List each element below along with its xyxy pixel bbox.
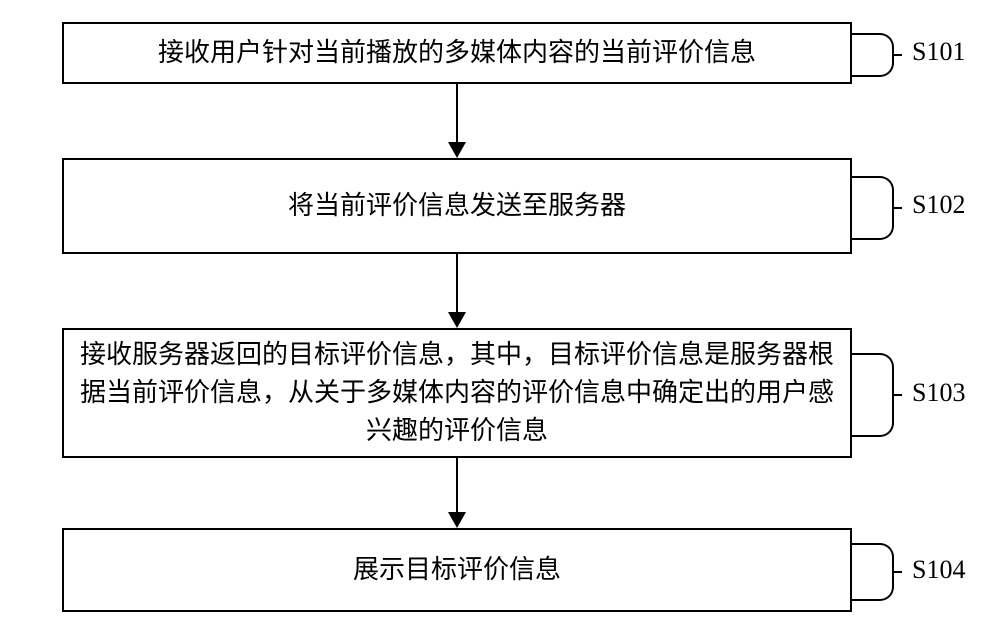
flow-step-text-s103: 接收服务器返回的目标评价信息，其中，目标评价信息是服务器根据当前评价信息，从关于… <box>78 336 836 449</box>
flow-step-s102: 将当前评价信息发送至服务器 <box>62 158 852 254</box>
flow-step-text-s101: 接收用户针对当前播放的多媒体内容的当前评价信息 <box>158 34 756 72</box>
brace-s103 <box>852 353 894 437</box>
flow-step-s103: 接收服务器返回的目标评价信息，其中，目标评价信息是服务器根据当前评价信息，从关于… <box>62 328 852 458</box>
brace-s102 <box>852 176 894 240</box>
flow-step-text-s104: 展示目标评价信息 <box>353 551 561 589</box>
flow-step-label-s101: S101 <box>912 37 965 67</box>
flow-step-label-s103: S103 <box>912 378 965 408</box>
flow-step-s104: 展示目标评价信息 <box>62 528 852 612</box>
flow-step-label-s104: S104 <box>912 555 965 585</box>
flow-step-text-s102: 将当前评价信息发送至服务器 <box>288 187 626 225</box>
brace-s104 <box>852 543 894 601</box>
flow-step-label-s102: S102 <box>912 190 965 220</box>
flowchart-canvas: 接收用户针对当前播放的多媒体内容的当前评价信息 S101 将当前评价信息发送至服务器… <box>0 0 1000 627</box>
flow-step-s101: 接收用户针对当前播放的多媒体内容的当前评价信息 <box>62 22 852 84</box>
brace-s101 <box>852 33 894 77</box>
